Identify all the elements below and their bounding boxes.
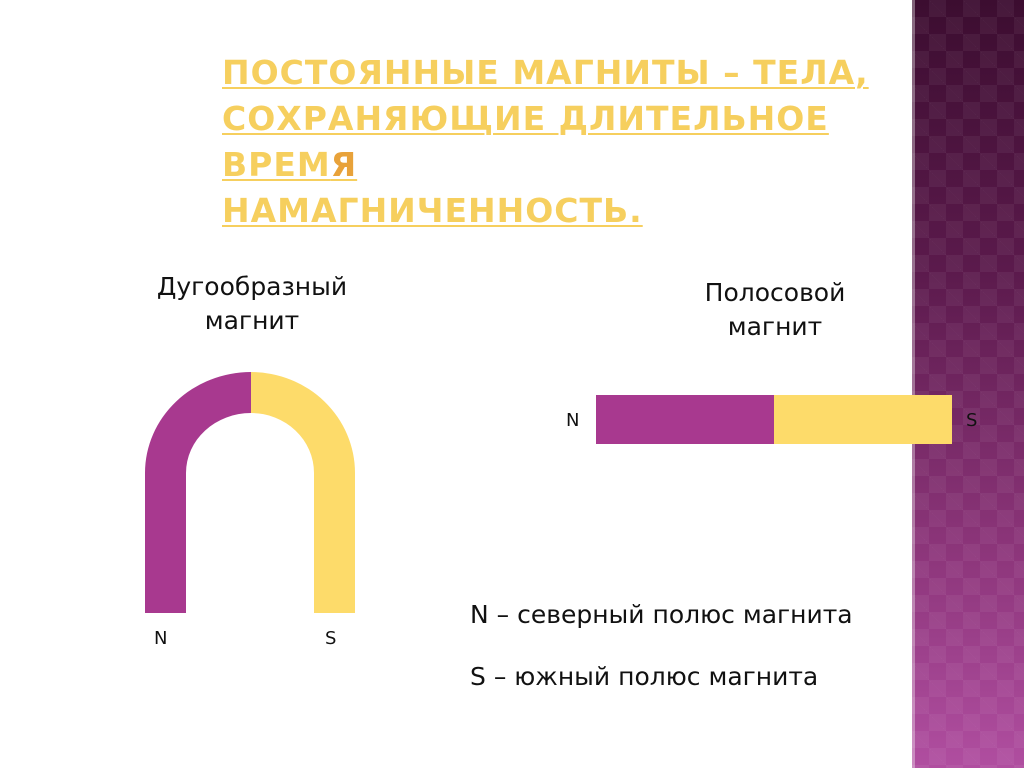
decorative-side-band [912,0,1024,768]
horseshoe-south-half [251,372,355,613]
title-line-2: СОХРАНЯЮЩИЕ ДЛИТЕЛЬНОЕ ВРЕМЯ [222,96,912,188]
legend-south: S – южный полюс магнита [470,662,819,691]
bar-label-line-2: магнит [727,312,823,341]
bar-magnet-label: Полосовой магнит [660,276,890,344]
bar-south-label: S [966,410,978,431]
title-line-2-text: СОХРАНЯЮЩИЕ ДЛИТЕЛЬНОЕ ВРЕМ [222,99,829,184]
horseshoe-north-half [145,372,251,613]
bar-north-half [596,395,774,444]
horseshoe-label-line-1: Дугообразный [156,272,348,301]
side-band-edge [912,0,915,768]
bar-north-label: N [566,410,580,431]
bar-label-line-1: Полосовой [704,278,846,307]
title-line-1: ПОСТОЯННЫЕ МАГНИТЫ – ТЕЛА, [222,53,869,92]
diamond-pattern [912,0,1024,768]
title-line-2-last-letter: Я [330,145,358,184]
bar-magnet [596,395,952,444]
legend-north: N – северный полюс магнита [470,600,853,629]
horseshoe-label-line-2: магнит [204,306,300,335]
horseshoe-north-label: N [154,628,168,649]
horseshoe-magnet [145,372,355,613]
horseshoe-south-label: S [325,628,337,649]
horseshoe-magnet-label: Дугообразный магнит [120,270,384,338]
slide-title: ПОСТОЯННЫЕ МАГНИТЫ – ТЕЛА, СОХРАНЯЮЩИЕ Д… [222,50,912,234]
title-line-3: НАМАГНИЧЕННОСТЬ. [222,191,643,230]
bar-south-half [774,395,952,444]
